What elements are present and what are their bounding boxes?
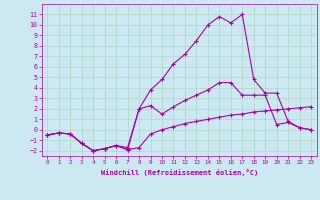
X-axis label: Windchill (Refroidissement éolien,°C): Windchill (Refroidissement éolien,°C) bbox=[100, 169, 258, 176]
